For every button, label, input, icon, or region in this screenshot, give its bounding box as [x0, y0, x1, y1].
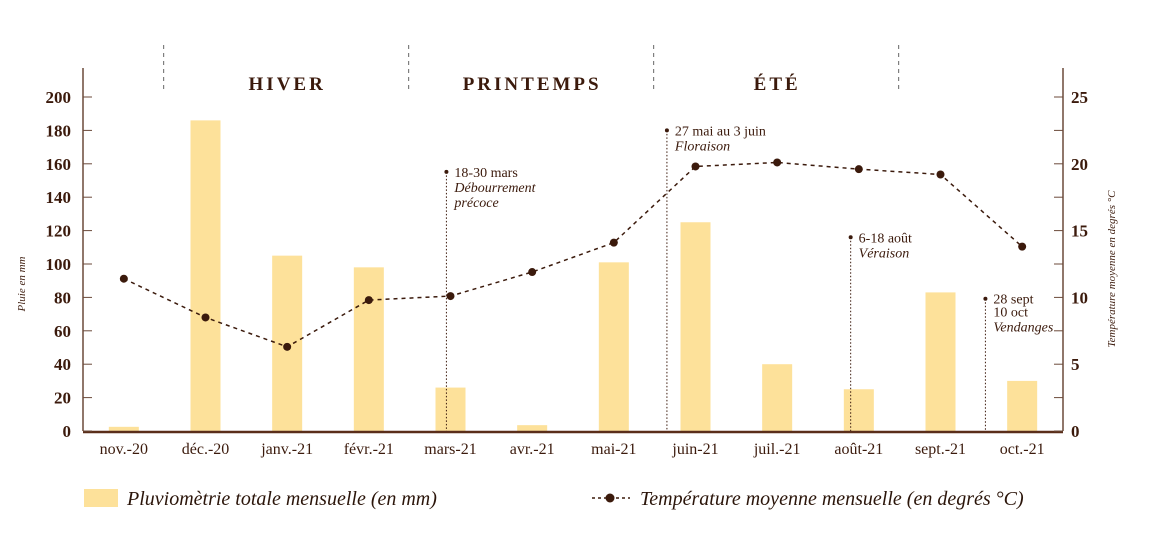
left-tick-label: 60 [54, 322, 71, 341]
category-label: juin-21 [671, 441, 718, 458]
annotation-dot [444, 169, 449, 174]
annotation-label: 10 oct [993, 306, 1028, 321]
temperature-point [609, 238, 618, 247]
rain-bar [108, 426, 139, 431]
left-tick-label: 160 [46, 155, 72, 174]
category-label: août-21 [834, 441, 883, 458]
legend-temp-label: Température moyenne mensuelle (en degrés… [640, 488, 1024, 510]
category-label: nov.-20 [100, 441, 148, 458]
left-tick-label: 100 [46, 255, 72, 274]
left-axis-label: Pluie en mm [16, 256, 28, 312]
temperature-line [123, 161, 1023, 348]
right-tick-label: 20 [1071, 155, 1088, 174]
annotation-dot [664, 128, 669, 133]
season-label: ÉTÉ [754, 73, 801, 95]
rain-bar [435, 387, 466, 431]
rain-bar [762, 364, 793, 431]
annotation-dot [848, 235, 853, 240]
left-tick-label: 200 [46, 88, 72, 107]
rain-bar [517, 425, 548, 431]
temperature-point [283, 342, 292, 351]
rain-bar [680, 222, 711, 431]
category-label: juil.-21 [753, 441, 801, 458]
annotation-label: Floraison [674, 139, 730, 154]
category-label: févr.-21 [344, 441, 394, 458]
left-tick-label: 0 [63, 422, 72, 441]
annotation-date: 6-18 août [859, 231, 912, 246]
annotation-label: précoce [453, 196, 498, 211]
annotation-label: Débourrement [453, 181, 536, 196]
annotation-label: Véraison [859, 246, 910, 261]
right-axis-label: Température moyenne en degrés °C [1106, 190, 1118, 348]
rain-bar [843, 389, 874, 431]
temperature-point [773, 158, 782, 167]
legend-rain-swatch [84, 489, 118, 507]
rain-bar [1007, 380, 1038, 431]
annotation-date: 28 sept [993, 293, 1033, 308]
temperature-point [364, 296, 373, 305]
left-tick-label: 120 [46, 222, 72, 241]
season-label: HIVER [249, 74, 326, 95]
temperature-point [1018, 242, 1027, 251]
right-tick-label: 5 [1071, 355, 1080, 374]
rain-bar [925, 292, 956, 431]
rain-bar [598, 262, 629, 431]
category-label: mai-21 [591, 441, 636, 458]
temperature-point [854, 165, 863, 174]
left-tick-label: 140 [46, 188, 72, 207]
left-tick-label: 180 [46, 121, 72, 140]
temperature-point [119, 274, 128, 283]
legend-rain-label: Pluviomètrie totale mensuelle (en mm) [126, 488, 437, 510]
left-tick-label: 80 [54, 288, 71, 307]
left-tick-label: 20 [54, 389, 71, 408]
right-tick-label: 25 [1071, 88, 1088, 107]
left-tick-label: 40 [54, 355, 71, 374]
category-label: oct.-21 [1000, 441, 1045, 458]
legend-temp-dot [605, 493, 615, 503]
category-label: déc.-20 [182, 441, 230, 458]
annotation-date: 27 mai au 3 juin [675, 124, 766, 139]
temperature-point [446, 292, 455, 301]
category-label: avr.-21 [510, 441, 555, 458]
rain-bar [353, 267, 384, 431]
category-label: mars-21 [424, 441, 476, 458]
season-label: PRINTEMPS [463, 74, 602, 95]
temperature-point [691, 162, 700, 171]
temperature-point [201, 313, 210, 322]
temperature-point [936, 170, 945, 179]
temperature-point [528, 268, 537, 277]
annotation-dot [983, 296, 988, 301]
annotation-date: 18-30 mars [454, 166, 517, 181]
right-tick-label: 0 [1071, 422, 1080, 441]
right-tick-label: 10 [1071, 288, 1088, 307]
category-label: janv.-21 [260, 441, 313, 458]
category-label: sept.-21 [915, 441, 966, 458]
rain-bar [190, 120, 221, 431]
right-tick-label: 15 [1071, 222, 1088, 241]
annotation-label: Vendanges [993, 321, 1053, 336]
